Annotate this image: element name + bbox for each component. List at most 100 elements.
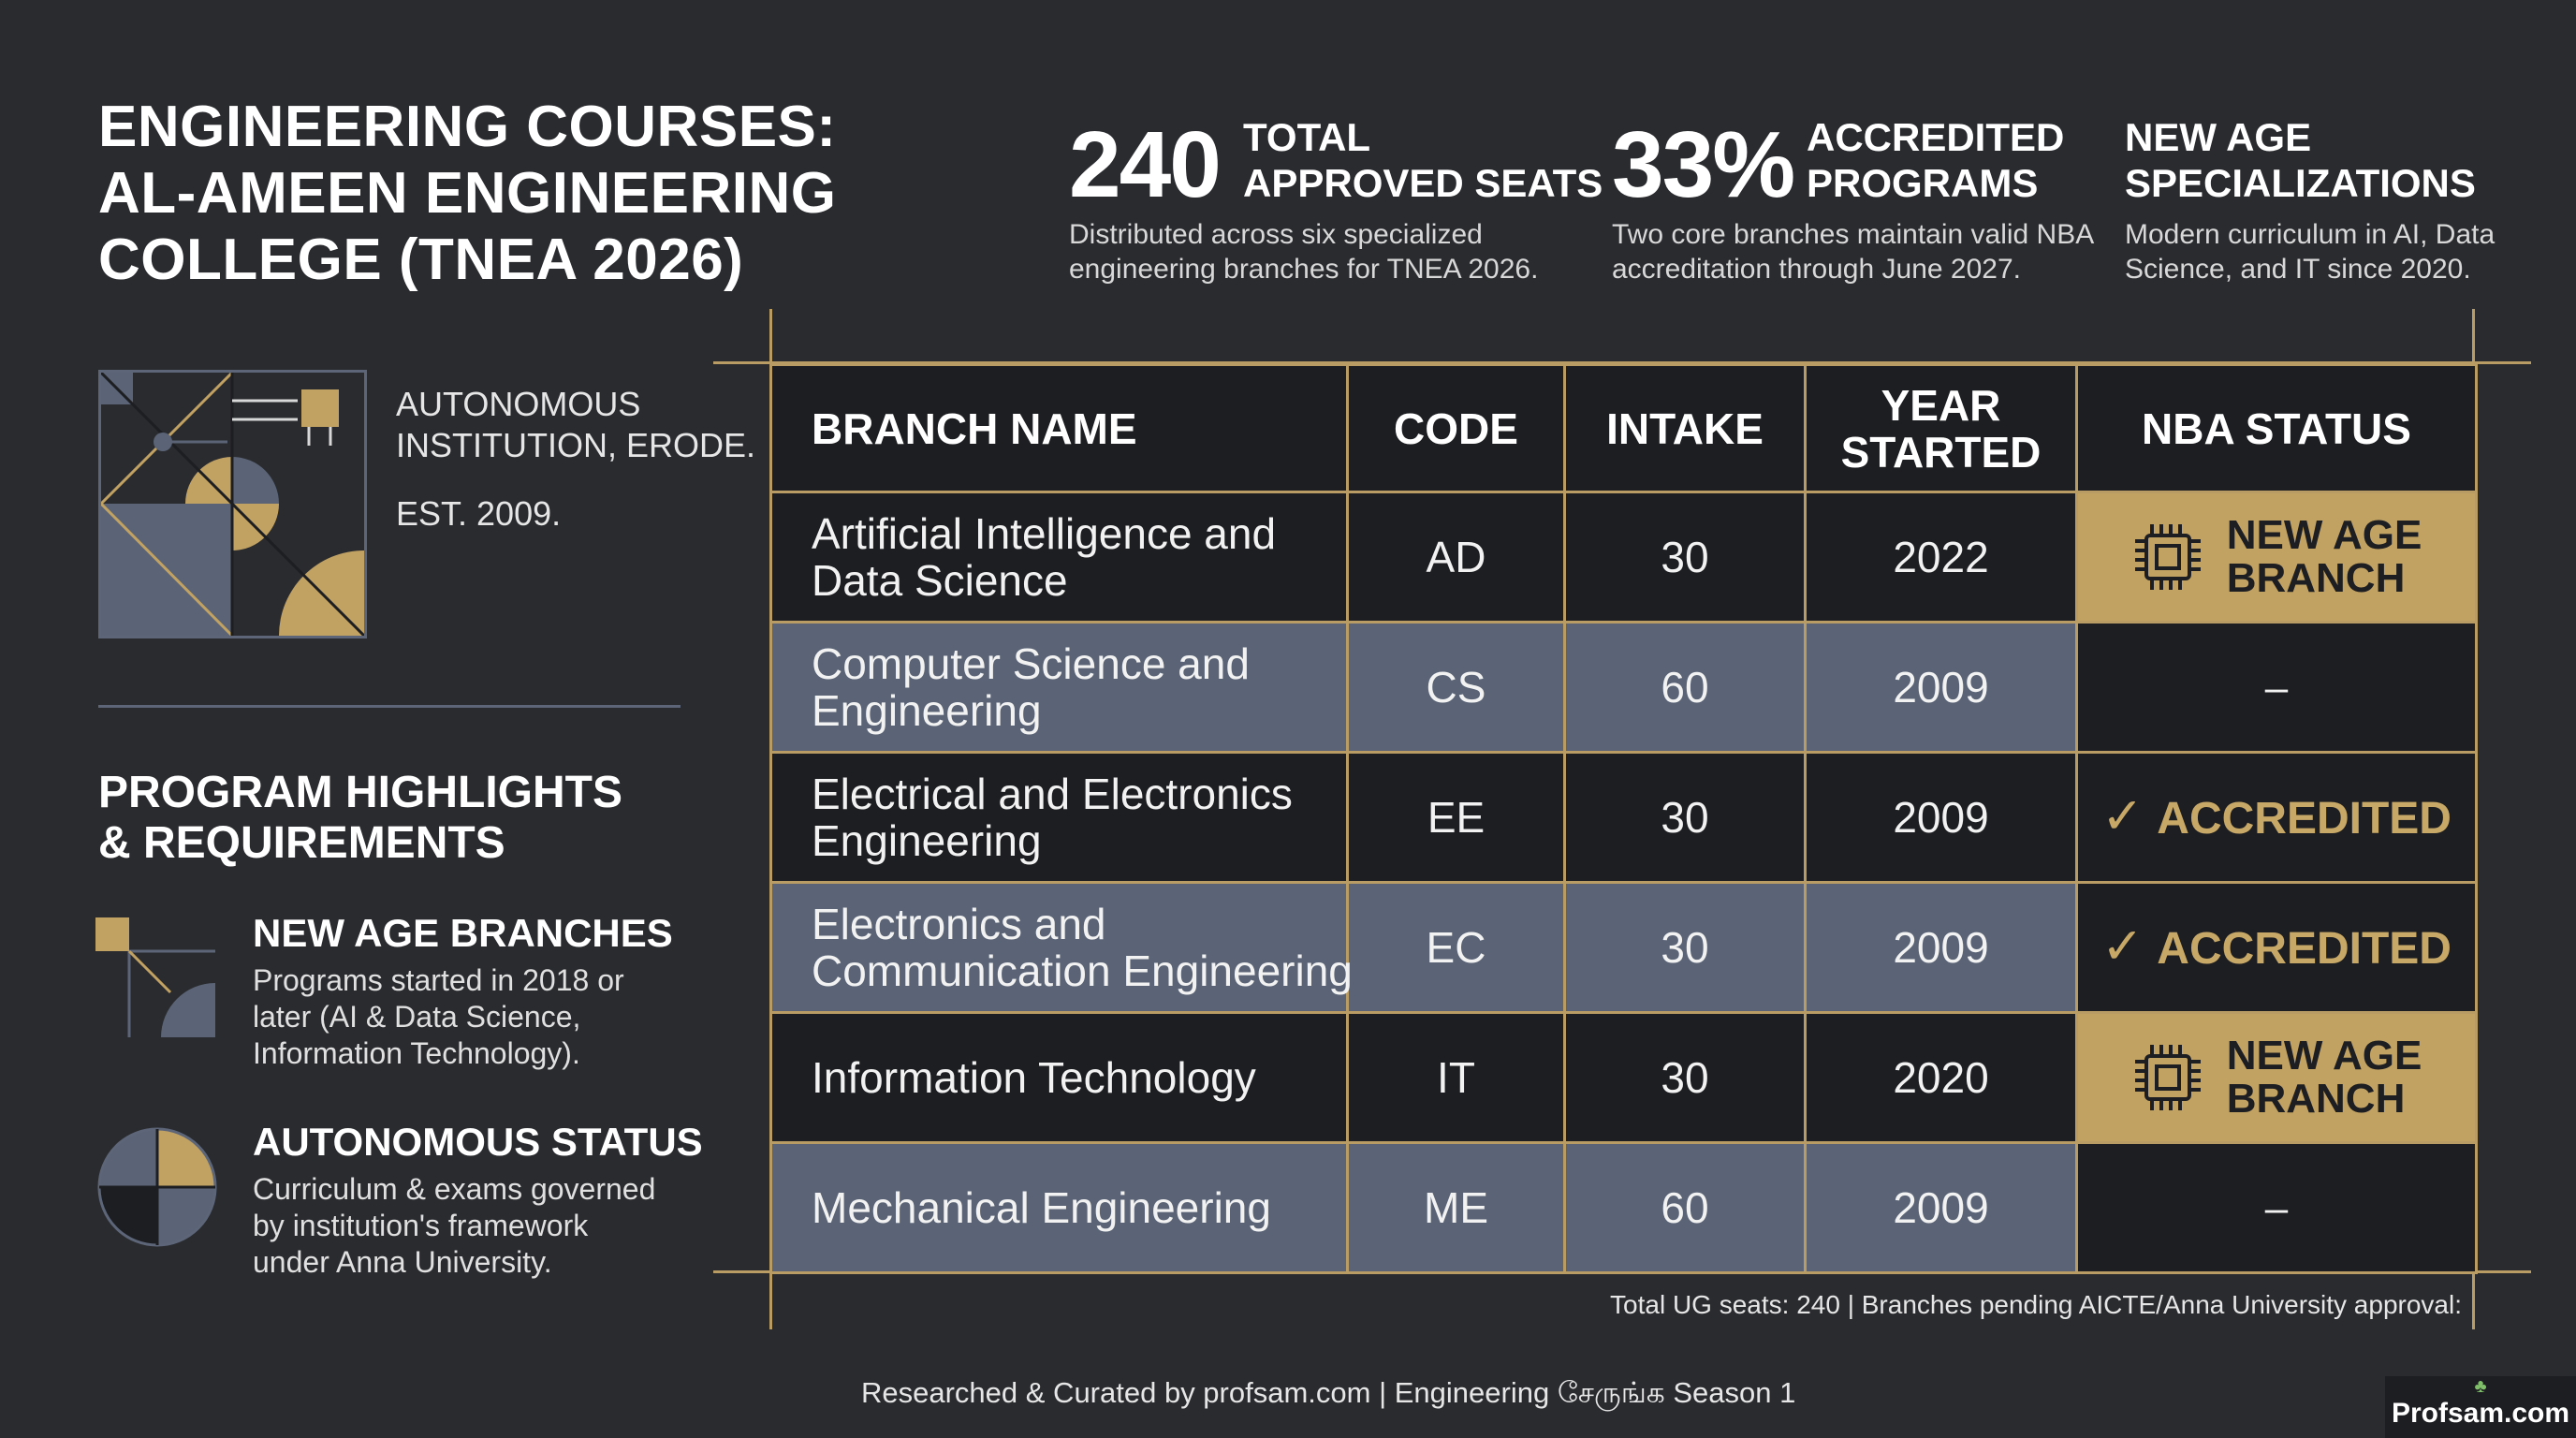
- accredited-badge: ✓ ACCREDITED: [2101, 921, 2452, 974]
- table-row: Electrical and Electronics Engineering EE 3…: [769, 751, 2478, 884]
- table-row: Information Technology IT 30 2020 NEW AGE BRA…: [769, 1011, 2478, 1144]
- stat-label-line: NEW AGE: [2125, 115, 2312, 159]
- highlight-desc-line: Curriculum & exams governed: [253, 1172, 656, 1206]
- highlight-new-age-branches: NEW AGE BRANCHES Programs started in 201…: [253, 910, 673, 1072]
- cell-intake: 30: [1563, 751, 1807, 884]
- highlight-description: Programs started in 2018 or later (AI & …: [253, 962, 673, 1072]
- highlight-heading: AUTONOMOUS STATUS: [253, 1120, 703, 1164]
- branch-name-line: Mechanical Engineering: [812, 1183, 1271, 1232]
- cell-year: 2009: [1804, 1141, 2078, 1274]
- cell-intake: 30: [1563, 491, 1807, 624]
- cell-code: CS: [1346, 621, 1566, 754]
- branch-name-line: Computer Science and: [812, 639, 1250, 688]
- column-header-intake: INTAKE: [1563, 363, 1807, 493]
- branch-name-line: Engineering: [812, 686, 1042, 735]
- cell-branch-name: Artificial Intelligence and Data Science: [769, 491, 1349, 624]
- badge-line: BRANCH: [2226, 555, 2406, 601]
- highlights-title-line: PROGRAM HIGHLIGHTS: [98, 768, 622, 817]
- stat-desc-line: Two core branches maintain valid NBA: [1612, 219, 2095, 250]
- highlights-title: PROGRAM HIGHLIGHTS & REQUIREMENTS: [98, 768, 622, 869]
- institution-line: AUTONOMOUS: [396, 385, 641, 423]
- title-line: ENGINEERING COURSES:: [98, 95, 837, 159]
- cell-code: ME: [1346, 1141, 1566, 1274]
- branch-name-line: Communication Engineering: [812, 946, 1353, 995]
- stat-label-line: APPROVED SEATS: [1243, 161, 1603, 205]
- cell-nba-status: –: [2075, 621, 2478, 754]
- cell-intake: 60: [1563, 621, 1807, 754]
- stat-label-line: PROGRAMS: [1807, 161, 2039, 205]
- new-age-badge: NEW AGE BRANCH: [2078, 514, 2475, 600]
- checkmark-icon: ✓: [2101, 787, 2144, 844]
- column-header-nba-status: NBA STATUS: [2075, 363, 2478, 493]
- cell-intake: 30: [1563, 1011, 1807, 1144]
- divider: [98, 705, 681, 708]
- branch-name-line: Electrical and Electronics: [812, 770, 1293, 818]
- cell-code: AD: [1346, 491, 1566, 624]
- highlight-autonomous-status: AUTONOMOUS STATUS Curriculum & exams gov…: [253, 1119, 703, 1281]
- courses-table: BRANCH NAME CODE INTAKE YEAR STARTED NBA…: [769, 363, 2478, 1274]
- stat-desc-line: Modern curriculum in AI, Data: [2125, 219, 2496, 250]
- stat-description: Two core branches maintain valid NBA acc…: [1612, 217, 2094, 286]
- cell-code: IT: [1346, 1011, 1566, 1144]
- branch-name-line: Engineering: [812, 816, 1042, 865]
- grid-line: [713, 361, 2531, 364]
- highlight-description: Curriculum & exams governed by instituti…: [253, 1171, 703, 1281]
- cell-nba-status: ✓ ACCREDITED: [2075, 881, 2478, 1014]
- emblem-graphic: [99, 371, 366, 638]
- cell-nba-status: NEW AGE BRANCH: [2075, 1011, 2478, 1144]
- cell-year: 2009: [1804, 751, 2078, 884]
- table-row: Electronics and Communication Engineering…: [769, 881, 2478, 1014]
- cell-year: 2009: [1804, 621, 2078, 754]
- accredited-text: ACCREDITED: [2157, 793, 2452, 844]
- stat-desc-line: Science, and IT since 2020.: [2125, 254, 2471, 285]
- column-header-line: YEAR: [1881, 380, 2001, 430]
- cell-code: EE: [1346, 751, 1566, 884]
- table-footnote: Total UG seats: 240 | Branches pending A…: [1610, 1290, 2462, 1319]
- table-row: Mechanical Engineering ME 60 2009 –: [769, 1141, 2478, 1274]
- column-header-line: STARTED: [1840, 427, 2042, 477]
- cell-year: 2009: [1804, 881, 2078, 1014]
- cell-nba-status: –: [2075, 1141, 2478, 1274]
- badge-line: NEW AGE: [2226, 1033, 2422, 1078]
- brand-text: Profsam.com: [2391, 1398, 2570, 1429]
- table-row: Computer Science and Engineering CS 60 2009 –: [769, 621, 2478, 754]
- highlight-desc-line: Information Technology).: [253, 1036, 580, 1070]
- stat-label: NEW AGE SPECIALIZATIONS: [2125, 114, 2476, 206]
- highlight-desc-line: under Anna University.: [253, 1245, 552, 1279]
- cell-branch-name: Electronics and Communication Engineering: [769, 881, 1353, 1014]
- stat-label-line: TOTAL: [1243, 115, 1371, 159]
- footer-credit: Researched & Curated by profsam.com | En…: [861, 1376, 1796, 1409]
- table-body: Artificial Intelligence and Data Science A…: [769, 491, 2478, 1274]
- badge-line: NEW AGE: [2226, 512, 2422, 558]
- page-title: ENGINEERING COURSES: AL-AMEEN ENGINEERIN…: [98, 94, 903, 293]
- branch-name-line: Artificial Intelligence and: [812, 509, 1277, 558]
- cell-nba-status: NEW AGE BRANCH: [2075, 491, 2478, 624]
- stat-label-line: SPECIALIZATIONS: [2125, 161, 2476, 205]
- established-year: EST. 2009.: [396, 494, 562, 533]
- column-header-year: YEAR STARTED: [1804, 363, 2078, 493]
- branch-name-line: Information Technology: [812, 1053, 1256, 1102]
- highlight-desc-line: later (AI & Data Science,: [253, 1000, 581, 1034]
- autonomous-status-icon: [97, 1127, 217, 1247]
- cell-year: 2022: [1804, 491, 2078, 624]
- checkmark-icon: ✓: [2101, 917, 2144, 975]
- institution-line: INSTITUTION, ERODE.: [396, 426, 756, 464]
- chip-icon: [2134, 524, 2201, 590]
- stat-desc-line: accreditation through June 2027.: [1612, 254, 2021, 285]
- highlight-heading: NEW AGE BRANCHES: [253, 911, 673, 955]
- cell-code: EC: [1346, 881, 1566, 1014]
- status-none: –: [2264, 1185, 2289, 1231]
- cell-intake: 30: [1563, 881, 1807, 1014]
- cell-nba-status: ✓ ACCREDITED: [2075, 751, 2478, 884]
- table-header-row: BRANCH NAME CODE INTAKE YEAR STARTED NBA…: [769, 363, 2478, 493]
- title-line: AL-AMEEN ENGINEERING: [98, 161, 837, 226]
- cell-branch-name: Electrical and Electronics Engineering: [769, 751, 1349, 884]
- stat-desc-line: engineering branches for TNEA 2026.: [1069, 254, 1539, 285]
- status-none: –: [2264, 665, 2289, 711]
- stat-label: TOTAL APPROVED SEATS: [1243, 114, 1603, 206]
- new-age-badge: NEW AGE BRANCH: [2078, 1034, 2475, 1121]
- new-age-branches-icon: [95, 917, 215, 1037]
- brand-badge[interactable]: ♣ Profsam.com: [2385, 1376, 2576, 1438]
- table-row: Artificial Intelligence and Data Science A…: [769, 491, 2478, 624]
- column-header-code: CODE: [1346, 363, 1566, 493]
